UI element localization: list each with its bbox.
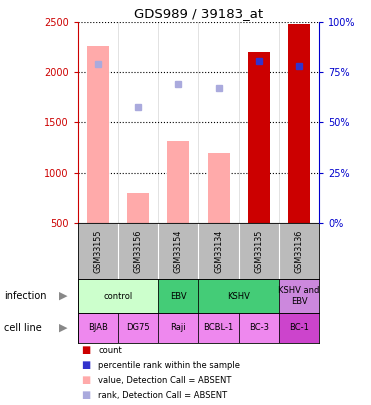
Text: DG75: DG75 (127, 323, 150, 333)
Bar (239, 313, 279, 343)
Text: percentile rank within the sample: percentile rank within the sample (98, 361, 240, 370)
Text: control: control (104, 292, 133, 301)
Bar (158, 313, 198, 343)
Text: ▶: ▶ (59, 323, 67, 333)
Text: Raji: Raji (171, 323, 186, 333)
Title: GDS989 / 39183_at: GDS989 / 39183_at (134, 7, 263, 20)
Text: count: count (98, 346, 122, 355)
Bar (198, 279, 279, 313)
Bar (167, 141, 190, 223)
Text: GSM33156: GSM33156 (134, 229, 143, 273)
Text: BJAB: BJAB (88, 323, 108, 333)
Bar (78, 279, 158, 313)
Text: BC-3: BC-3 (249, 323, 269, 333)
Text: KSHV and
EBV: KSHV and EBV (278, 286, 320, 306)
Text: GSM33155: GSM33155 (93, 229, 102, 273)
Text: BCBL-1: BCBL-1 (203, 323, 234, 333)
Text: GSM33134: GSM33134 (214, 229, 223, 273)
Bar (279, 279, 319, 313)
Bar (78, 313, 118, 343)
Text: ■: ■ (82, 345, 91, 355)
Bar (279, 313, 319, 343)
Bar (127, 193, 149, 223)
Text: KSHV: KSHV (227, 292, 250, 301)
Bar (248, 52, 270, 223)
Bar (288, 24, 310, 223)
Text: BC-1: BC-1 (289, 323, 309, 333)
Text: GSM33154: GSM33154 (174, 229, 183, 273)
Text: infection: infection (4, 291, 46, 301)
Bar (198, 313, 239, 343)
Text: GSM33136: GSM33136 (295, 229, 303, 273)
Bar (118, 313, 158, 343)
Bar (158, 279, 198, 313)
Bar (87, 46, 109, 223)
Text: ■: ■ (82, 390, 91, 401)
Text: cell line: cell line (4, 323, 42, 333)
Text: ■: ■ (82, 375, 91, 386)
Text: ▶: ▶ (59, 291, 67, 301)
Text: EBV: EBV (170, 292, 187, 301)
Text: GSM33135: GSM33135 (254, 229, 263, 273)
Text: ■: ■ (82, 360, 91, 371)
Text: value, Detection Call = ABSENT: value, Detection Call = ABSENT (98, 376, 232, 385)
Text: rank, Detection Call = ABSENT: rank, Detection Call = ABSENT (98, 391, 227, 400)
Bar (207, 153, 230, 223)
